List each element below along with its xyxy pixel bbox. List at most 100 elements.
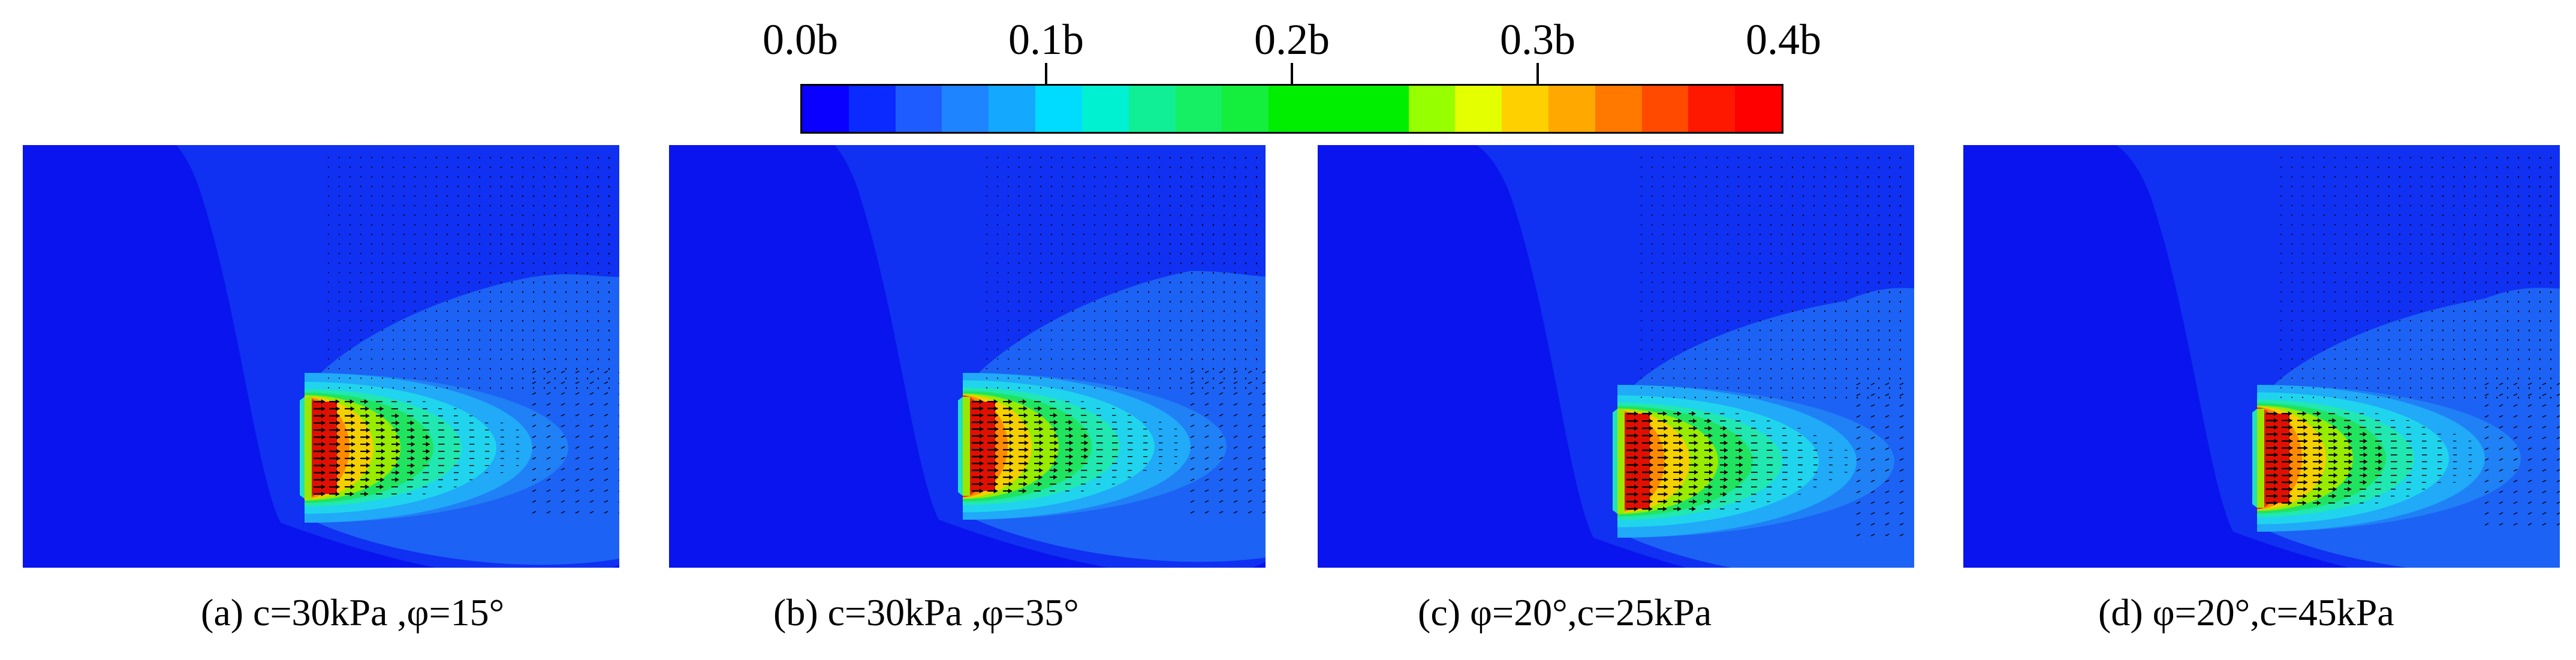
vector-dot bbox=[604, 370, 608, 373]
vector-arrowhead bbox=[1634, 455, 1638, 460]
vector-arrowhead bbox=[351, 427, 355, 433]
vector-arrowhead bbox=[1677, 411, 1682, 416]
vector-dot bbox=[532, 468, 537, 471]
vector-dot bbox=[589, 414, 594, 417]
vector-dot bbox=[1248, 435, 1252, 438]
vector-arrowhead bbox=[336, 448, 341, 454]
vector-arrowhead bbox=[2288, 411, 2292, 416]
vector-arrowhead bbox=[2289, 480, 2293, 485]
colorbar-tick-label: 0.1b bbox=[1008, 16, 1084, 64]
vector-dot bbox=[1899, 501, 1904, 504]
vector-arrowhead bbox=[2318, 466, 2322, 471]
vector-dot bbox=[561, 414, 565, 417]
vector-arrowhead bbox=[1724, 484, 1728, 490]
vector-dot bbox=[2527, 458, 2532, 461]
vector-arrowhead bbox=[979, 489, 983, 493]
vector-arrowhead bbox=[2302, 411, 2306, 416]
vector-dot bbox=[575, 500, 580, 503]
vector-arrowhead bbox=[2318, 493, 2322, 499]
vector-arrowhead bbox=[1694, 477, 1698, 483]
vector-dot bbox=[561, 500, 565, 503]
vector-arrowhead bbox=[321, 406, 326, 411]
vector-dot bbox=[1899, 393, 1904, 396]
vector-dot bbox=[532, 457, 537, 460]
vector-dot bbox=[2499, 469, 2503, 472]
vector-arrowhead bbox=[366, 448, 370, 454]
vector-arrowhead bbox=[1023, 406, 1028, 411]
vector-dot bbox=[1899, 382, 1904, 385]
vector-dot bbox=[1204, 457, 1209, 460]
vector-dot bbox=[1856, 534, 1861, 537]
vector-dot bbox=[575, 511, 580, 514]
vector-dot bbox=[1856, 469, 1861, 472]
vector-dot bbox=[1204, 511, 1209, 514]
vector-arrowhead bbox=[2318, 424, 2322, 430]
vector-arrowhead bbox=[1664, 499, 1668, 504]
vector-dot bbox=[1870, 404, 1875, 407]
vector-arrowhead bbox=[2274, 466, 2278, 471]
vector-arrowhead bbox=[396, 435, 400, 440]
vector-dot bbox=[589, 500, 594, 503]
vector-arrowhead bbox=[1664, 448, 1668, 453]
vector-arrowhead bbox=[2378, 466, 2382, 471]
vector-arrowhead bbox=[1679, 469, 1683, 475]
vector-arrowhead bbox=[2363, 459, 2367, 465]
vector-arrowhead bbox=[1664, 462, 1668, 468]
vector-dot bbox=[1248, 424, 1252, 427]
vector-dot bbox=[1899, 436, 1904, 439]
vector-dot bbox=[604, 489, 608, 492]
vector-arrowhead bbox=[2289, 452, 2293, 457]
colorbar-segment bbox=[1688, 86, 1736, 132]
vector-arrowhead bbox=[980, 481, 984, 487]
vector-dot bbox=[1899, 534, 1904, 537]
vector-dot bbox=[1899, 415, 1904, 418]
vector-arrowhead bbox=[1010, 433, 1014, 439]
vector-arrowhead bbox=[1053, 412, 1057, 418]
vector-dot bbox=[604, 435, 608, 438]
vector-arrowhead bbox=[396, 463, 400, 468]
vector-arrowhead bbox=[2273, 501, 2277, 505]
vector-dot bbox=[604, 468, 608, 471]
vector-arrowhead bbox=[2274, 452, 2278, 457]
vector-arrowhead bbox=[1724, 455, 1728, 460]
contour-zone bbox=[970, 402, 995, 491]
vector-dot bbox=[1204, 370, 1209, 373]
colorbar-tick-label: 0.3b bbox=[1500, 16, 1575, 64]
vector-dot bbox=[1190, 489, 1195, 492]
caption-d: (d) φ=20°,c=45kPa bbox=[2098, 591, 2394, 634]
vector-arrowhead bbox=[1022, 399, 1026, 404]
vector-dot bbox=[2499, 436, 2503, 439]
vector-dot bbox=[532, 392, 537, 395]
colorbar-segment bbox=[989, 86, 1036, 132]
vector-arrowhead bbox=[1649, 499, 1653, 504]
vector-arrowhead bbox=[1649, 418, 1653, 424]
vector-arrowhead bbox=[2289, 438, 2293, 444]
vector-arrowhead bbox=[379, 406, 384, 411]
vector-dot bbox=[561, 511, 565, 514]
vector-dot bbox=[1885, 436, 1890, 439]
vector-dot bbox=[2527, 512, 2532, 515]
vector-arrowhead bbox=[351, 448, 355, 454]
vector-arrowhead bbox=[1038, 412, 1043, 418]
vector-arrowhead bbox=[1723, 426, 1727, 431]
vector-arrowhead bbox=[1664, 477, 1668, 483]
vector-arrowhead bbox=[1069, 440, 1073, 445]
colorbar-segment bbox=[895, 86, 942, 132]
vector-arrowhead bbox=[1724, 469, 1728, 475]
vector-arrowhead bbox=[2378, 452, 2382, 457]
vector-dot bbox=[2484, 480, 2489, 483]
colorbar-segment bbox=[1641, 86, 1689, 132]
vector-dot bbox=[1219, 414, 1224, 417]
vector-arrowhead bbox=[2333, 438, 2337, 444]
vector-arrowhead bbox=[1053, 475, 1057, 480]
vector-arrowhead bbox=[411, 435, 415, 440]
vector-dot bbox=[589, 435, 594, 438]
vector-dot bbox=[2556, 426, 2560, 429]
vector-dot bbox=[1885, 480, 1890, 483]
vector-arrowhead bbox=[2348, 480, 2352, 485]
vector-arrowhead bbox=[980, 426, 984, 432]
vector-dot bbox=[2527, 523, 2532, 526]
vector-dot bbox=[1262, 370, 1266, 373]
vector-dot bbox=[1204, 403, 1209, 406]
vector-arrowhead bbox=[1724, 440, 1728, 445]
